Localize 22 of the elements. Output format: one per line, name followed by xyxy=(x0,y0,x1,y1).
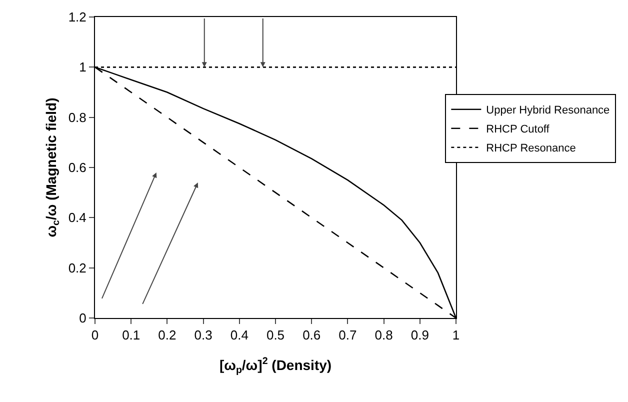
x-tick-label: 0.3 xyxy=(194,328,212,343)
x-tick-label: 1 xyxy=(452,328,460,343)
x-tick-label: 0.9 xyxy=(410,328,429,343)
x-tick-label: 0.1 xyxy=(122,328,140,343)
y-tick-label: 0.4 xyxy=(68,210,86,226)
y-tick-label: 1.2 xyxy=(68,10,86,25)
y-tick-label: 0.2 xyxy=(68,260,86,276)
x-tick-label: 0.2 xyxy=(158,328,176,343)
x-tick-label: 0.8 xyxy=(374,328,393,343)
x-axis-title: [ω$_{p}$/ω]$^{2}$ (Density) xyxy=(219,356,332,376)
legend-label: RHCP Resonance xyxy=(486,142,576,155)
x-tick-label: 0.4 xyxy=(230,328,248,343)
y-tick-label: 0.6 xyxy=(68,160,86,176)
y-tick-label: 0 xyxy=(79,310,86,326)
legend-label: Upper Hybrid Resonance xyxy=(486,104,610,117)
x-tick-label: 0 xyxy=(91,328,99,343)
x-tick-label: 0.5 xyxy=(266,328,285,343)
x-tick-label: 0.6 xyxy=(302,328,321,343)
legend-label: RHCP Cutoff xyxy=(486,124,550,136)
y-tick-label: 1 xyxy=(79,60,86,75)
y-tick-label: 0.8 xyxy=(68,110,86,125)
x-tick-label: 0.7 xyxy=(338,328,357,343)
